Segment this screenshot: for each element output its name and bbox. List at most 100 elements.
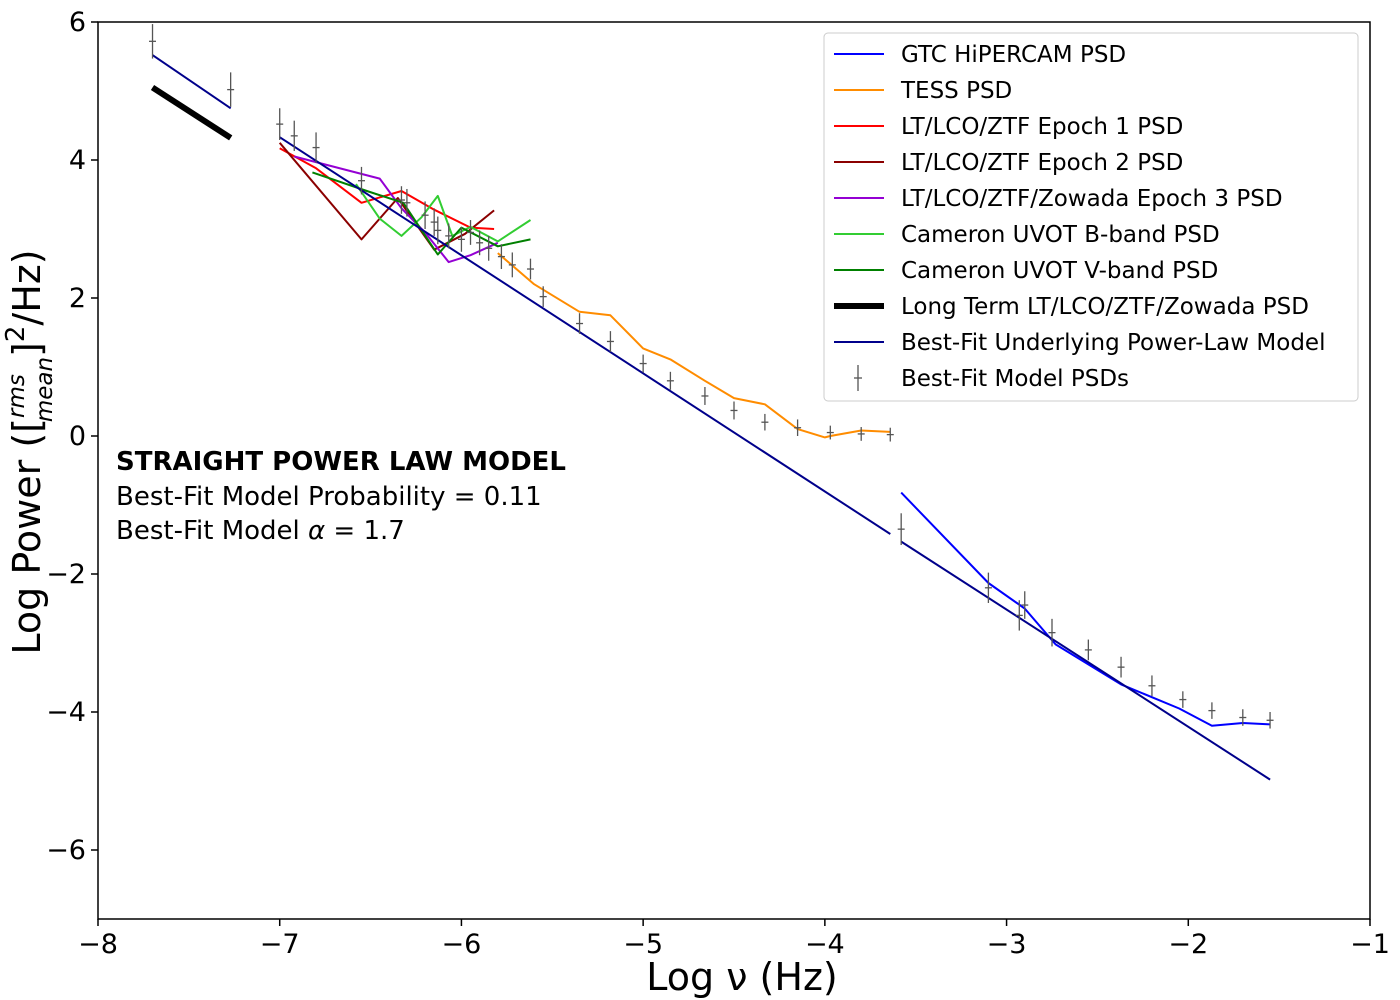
- y-axis-label: Log Power ([rmsmean]2/Hz): [1, 249, 58, 654]
- model-psd-point-3: [290, 120, 298, 152]
- y-tick-label: 4: [69, 145, 86, 176]
- errorbar-layer: [149, 24, 1274, 729]
- annotation-alpha: Best-Fit Model α = 1.7: [116, 516, 405, 546]
- model-psd-point-30: [886, 427, 894, 442]
- legend-entry-lt-lco-ztf-zowada-epoch-3-psd: LT/LCO/ZTF/Zowada Epoch 3 PSD: [834, 186, 1283, 212]
- model-psd-point-32: [984, 572, 992, 603]
- model-psd-point-24: [701, 387, 709, 405]
- model-psd-point-12: [457, 226, 465, 252]
- model-psd-point-25: [730, 401, 738, 420]
- x-tick-label: −7: [260, 929, 300, 960]
- annotation-alpha-symbol: α: [308, 516, 325, 546]
- annotation: STRAIGHT POWER LAW MODEL Best-Fit Model …: [116, 447, 566, 546]
- legend-entry-best-fit-underlying-power-law-model: Best-Fit Underlying Power-Law Model: [834, 330, 1325, 356]
- annotation-alpha-prefix: Best-Fit Model: [116, 516, 308, 546]
- model-psd-point-27: [794, 419, 802, 436]
- model-psd-point-5: [357, 166, 365, 195]
- model-psd-point-34: [1021, 591, 1029, 619]
- legend-label: Best-Fit Underlying Power-Law Model: [901, 330, 1325, 356]
- model-psd-point-10: [434, 216, 442, 245]
- model-psd-point-1: [227, 72, 235, 107]
- legend-box: [823, 32, 1359, 402]
- y-tick-label: 6: [69, 7, 86, 38]
- model-psd-point-31: [897, 513, 905, 546]
- legend: GTC HiPERCAM PSD TESS PSD LT/LCO/ZTF Epoch…: [823, 32, 1359, 402]
- model-psd-point-7: [403, 188, 411, 217]
- model-psd-point-36: [1084, 639, 1092, 661]
- y-tick-label: −4: [46, 697, 86, 728]
- x-axis-label: Log ν (Hz): [646, 955, 837, 999]
- y-axis-label-frac-den: mean: [32, 357, 58, 422]
- model-psd-point-18: [526, 258, 534, 280]
- x-tick-label: −5: [623, 929, 663, 960]
- model-psd-point-26: [761, 413, 769, 431]
- y-tick-label: −2: [46, 559, 86, 590]
- legend-label: GTC HiPERCAM PSD: [901, 42, 1126, 68]
- y-tick-label: 2: [69, 283, 86, 314]
- x-tick-label: −3: [987, 929, 1027, 960]
- legend-entry-cameron-uvot-b-band-psd: Cameron UVOT B-band PSD: [834, 222, 1220, 248]
- series-tess-psd: [497, 252, 891, 439]
- model-psd-point-6: [397, 186, 405, 214]
- legend-label: Long Term LT/LCO/ZTF/Zowada PSD: [901, 294, 1309, 320]
- x-axis-ticks: −8 −7 −6 −5 −4 −3 −2 −1: [78, 919, 1390, 960]
- series-best-fit-underlying-power-law-model-seg-0: [151, 54, 232, 110]
- legend-label: Cameron UVOT B-band PSD: [901, 222, 1220, 248]
- legend-entries: GTC HiPERCAM PSD TESS PSD LT/LCO/ZTF Epoch…: [834, 42, 1325, 392]
- model-psd-point-0: [149, 24, 157, 59]
- annotation-title: STRAIGHT POWER LAW MODEL: [116, 447, 566, 477]
- model-psd-point-9: [430, 208, 438, 236]
- y-axis-label-unit: /Hz): [5, 249, 49, 325]
- y-axis-label-frac-num: rms: [4, 374, 30, 418]
- model-psd-point-40: [1208, 702, 1216, 719]
- x-tick-label: −8: [78, 929, 118, 960]
- model-psd-point-2: [276, 108, 284, 140]
- model-psd-point-28: [826, 425, 834, 440]
- model-psd-point-16: [497, 244, 505, 270]
- legend-label: LT/LCO/ZTF Epoch 1 PSD: [901, 114, 1183, 140]
- series-long-term-lt-lco-ztf-zowada-psd: [150, 84, 233, 141]
- model-psd-point-20: [576, 313, 584, 334]
- legend-entry-cameron-uvot-v-band-psd: Cameron UVOT V-band PSD: [834, 258, 1218, 284]
- model-psd-point-14: [476, 230, 484, 256]
- model-psd-point-37: [1117, 656, 1125, 678]
- y-axis-ticks: −6 −4 −2 0 2 4 6: [46, 7, 98, 866]
- model-psd-point-22: [639, 354, 647, 373]
- legend-entry-lt-lco-ztf-epoch-2-psd: LT/LCO/ZTF Epoch 2 PSD: [834, 150, 1183, 176]
- series-lt-lco-ztf-zowada-epoch-3-psd: [294, 155, 499, 264]
- model-psd-point-19: [539, 286, 547, 307]
- legend-label: LT/LCO/ZTF/Zowada Epoch 3 PSD: [901, 186, 1283, 212]
- y-tick-label: 0: [69, 421, 86, 452]
- x-tick-label: −6: [442, 929, 482, 960]
- model-psd-point-39: [1179, 691, 1187, 708]
- legend-label: TESS PSD: [900, 78, 1012, 104]
- model-psd-point-13: [467, 220, 475, 245]
- y-axis-label-bracket: ]: [5, 342, 49, 357]
- model-psd-point-23: [666, 371, 674, 390]
- legend-entry-best-fit-model-psds: Best-Fit Model PSDs: [854, 365, 1129, 392]
- series-best-fit-underlying-power-law-model-seg-2: [900, 540, 1271, 781]
- y-tick-label: −6: [46, 835, 86, 866]
- series-cameron-uvot-v-band-psd: [312, 171, 531, 256]
- legend-entry-long-term-lt-lco-ztf-zowada-psd: Long Term LT/LCO/ZTF/Zowada PSD: [834, 294, 1309, 320]
- model-psd-point-4: [312, 132, 320, 163]
- plot-frame: [97, 21, 1371, 920]
- model-psd-point-11: [445, 223, 453, 249]
- model-psd-point-29: [857, 427, 865, 441]
- model-psd-point-35: [1048, 618, 1056, 647]
- series-best-fit-underlying-power-law-model-seg-1: [279, 136, 891, 535]
- model-psd-point-8: [421, 201, 429, 229]
- legend-label: Cameron UVOT V-band PSD: [901, 258, 1218, 284]
- legend-entry-tess-psd: TESS PSD: [834, 78, 1012, 104]
- legend-entry-lt-lco-ztf-epoch-1-psd: LT/LCO/ZTF Epoch 1 PSD: [834, 114, 1183, 140]
- legend-label: Best-Fit Model PSDs: [901, 366, 1129, 392]
- x-tick-label: −2: [1168, 929, 1208, 960]
- series-gtc-hipercam-psd: [900, 491, 1271, 727]
- model-psd-point-21: [606, 331, 614, 352]
- legend-label: LT/LCO/ZTF Epoch 2 PSD: [901, 150, 1183, 176]
- model-psd-point-41: [1239, 709, 1247, 726]
- model-psd-point-33: [1015, 600, 1023, 631]
- y-axis-label-prefix: Log Power ([: [5, 418, 49, 655]
- model-psd-point-15: [485, 235, 493, 261]
